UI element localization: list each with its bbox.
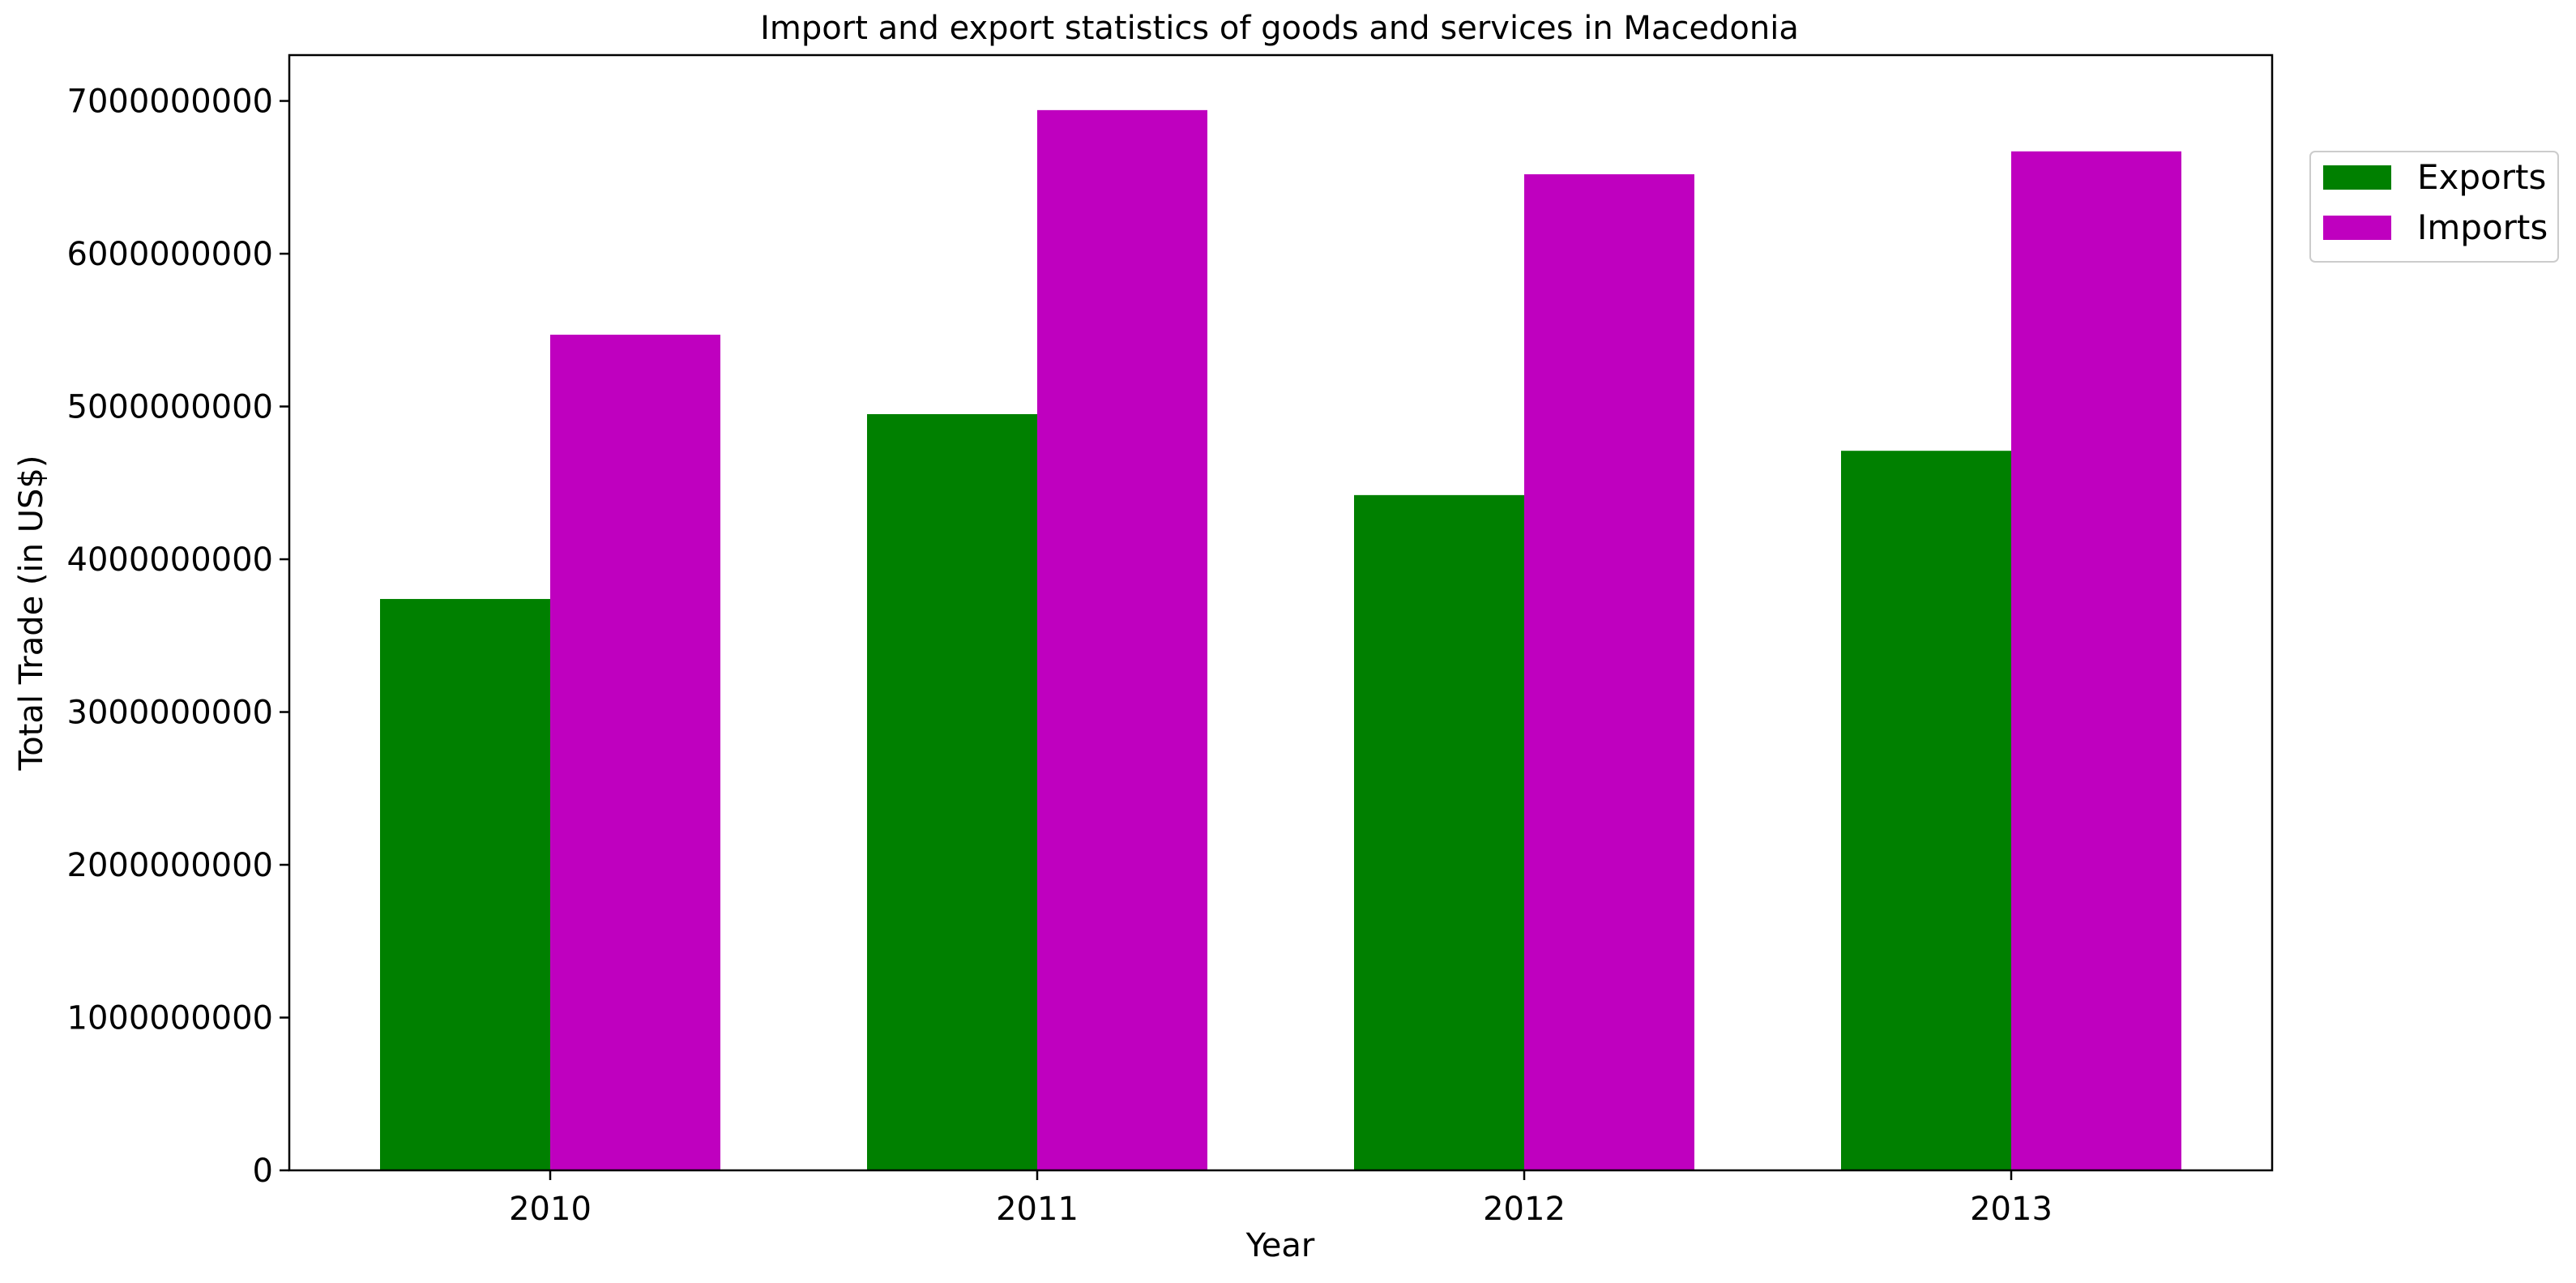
legend: Exports Imports xyxy=(2309,151,2559,263)
bar-imports-2013 xyxy=(2011,151,2181,1170)
bars-layer xyxy=(380,109,2181,1171)
x-tick-label-2010: 2010 xyxy=(509,1191,592,1228)
y-axis-label: Total Trade (in US$) xyxy=(13,455,50,772)
y-tick-label: 3000000000 xyxy=(67,695,274,732)
plot-frame xyxy=(288,53,2274,1172)
y-tick-label: 2000000000 xyxy=(67,847,274,884)
y-tick-label: 7000000000 xyxy=(67,83,274,121)
bar-imports-2010 xyxy=(550,334,720,1170)
bar-imports-2011 xyxy=(1037,109,1207,1170)
x-axis-ticks: 2010 2011 2012 2013 xyxy=(509,1170,2053,1228)
y-tick-label: 1000000000 xyxy=(67,1000,274,1037)
bar-imports-2012 xyxy=(1524,174,1694,1170)
y-tick-label: 4000000000 xyxy=(67,541,274,579)
legend-label-exports: Exports xyxy=(2417,157,2546,197)
y-tick-label: 6000000000 xyxy=(67,236,274,273)
bar-exports-2010 xyxy=(380,599,550,1170)
x-tick-label-2011: 2011 xyxy=(996,1191,1079,1228)
legend-swatch-exports xyxy=(2323,165,2391,190)
legend-label-imports: Imports xyxy=(2417,207,2548,247)
y-tick-label: 0 xyxy=(253,1153,273,1190)
chart-title: Import and export statistics of goods an… xyxy=(760,10,1799,47)
x-axis-label: Year xyxy=(1245,1227,1315,1264)
bar-exports-2012 xyxy=(1354,494,1524,1170)
y-tick-label: 5000000000 xyxy=(67,389,274,426)
y-axis-ticks: 0 1000000000 2000000000 3000000000 400000000… xyxy=(67,83,289,1190)
legend-swatch-imports xyxy=(2323,216,2391,240)
x-tick-label-2012: 2012 xyxy=(1483,1191,1566,1228)
bar-exports-2011 xyxy=(867,413,1037,1171)
bar-exports-2013 xyxy=(1841,451,2011,1170)
x-tick-label-2013: 2013 xyxy=(1970,1191,2053,1228)
